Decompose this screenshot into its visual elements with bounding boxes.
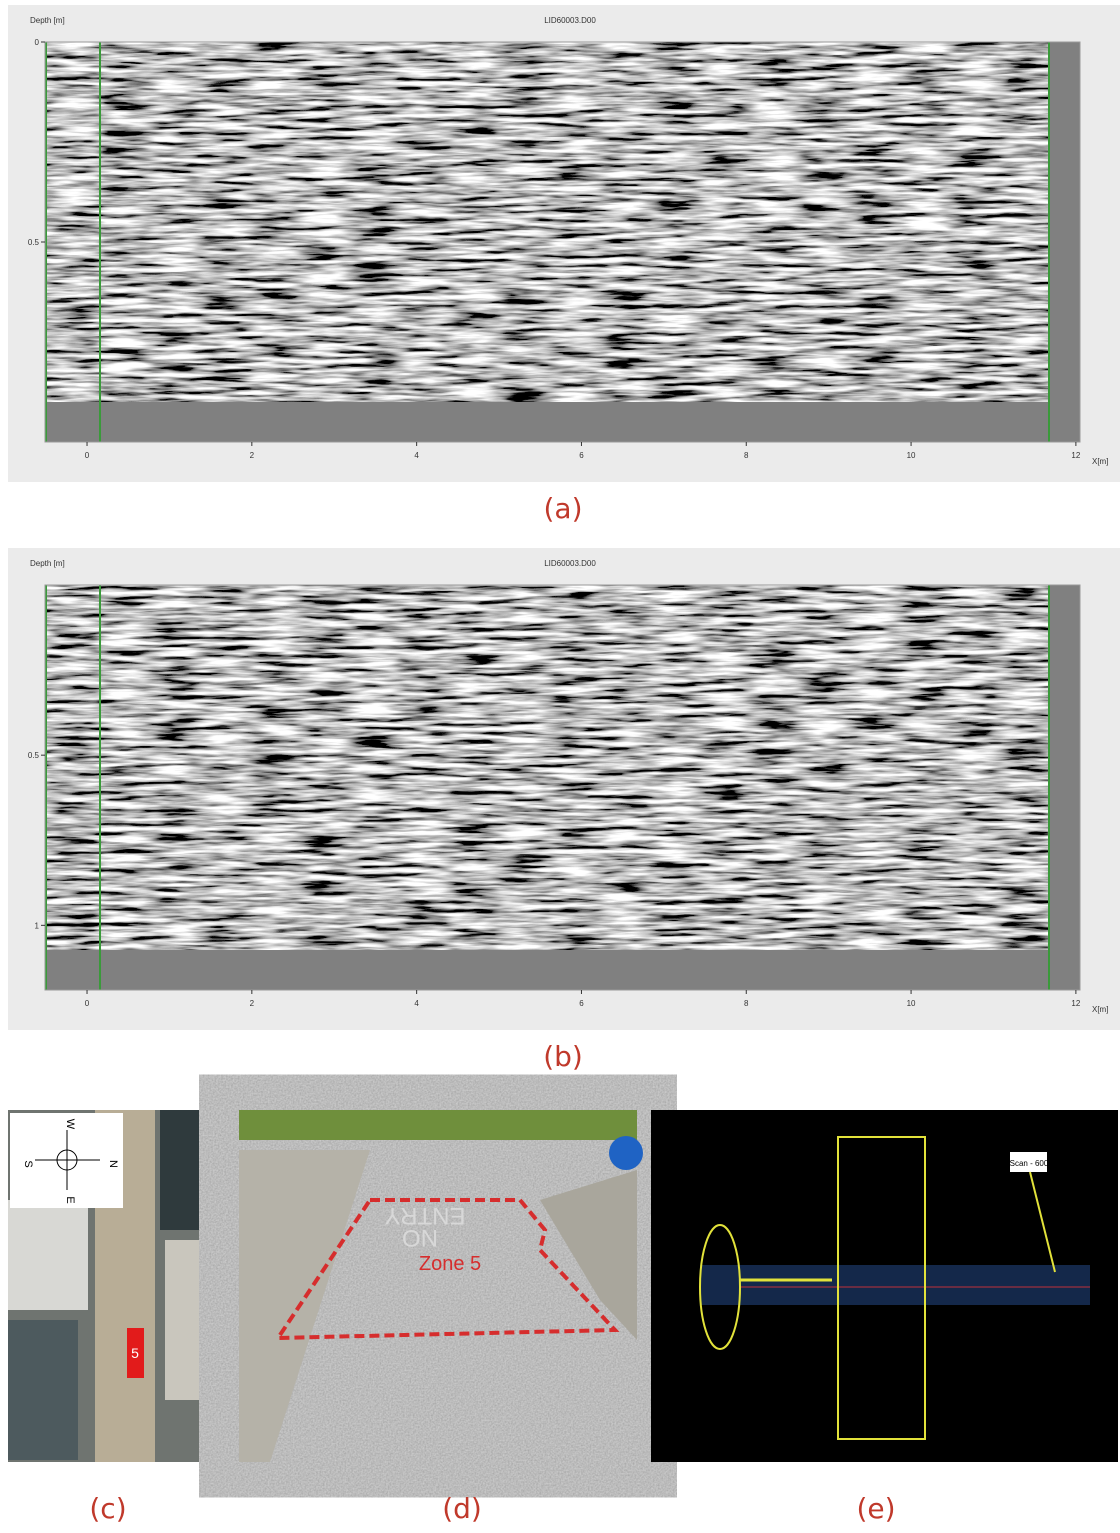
y-tick-label: 0.5 xyxy=(28,238,40,247)
zone-number: 5 xyxy=(131,1345,139,1361)
plot-border xyxy=(44,584,1081,991)
labels: W S N E 5 NO ENTRY Zone 5 L Scan - 6003 … xyxy=(22,1119,1053,1525)
road-text: ENTRY xyxy=(385,1202,466,1229)
file-name: LID60003.D00 xyxy=(544,16,596,25)
depth-label: Depth [m] xyxy=(30,559,65,568)
scan-panel xyxy=(651,1110,1118,1462)
x-tick-label: 10 xyxy=(907,999,916,1008)
x-tick-label: 2 xyxy=(250,999,255,1008)
compass-n: N xyxy=(107,1160,119,1168)
x-tick-label: 10 xyxy=(907,451,916,460)
scan-label: L Scan - 6003 xyxy=(1003,1159,1053,1168)
x-tick-label: 4 xyxy=(414,451,419,460)
x-tick-label: 4 xyxy=(414,999,419,1008)
x-tick-label: 8 xyxy=(744,451,749,460)
x-tick-label: 12 xyxy=(1071,451,1080,460)
x-unit: X[m] xyxy=(1092,1005,1108,1014)
x-tick-label: 8 xyxy=(744,999,749,1008)
compass-e: E xyxy=(64,1196,76,1203)
caption: (d) xyxy=(442,1492,482,1525)
no-data xyxy=(45,950,1080,990)
x-tick-label: 6 xyxy=(579,451,584,460)
no-data xyxy=(45,402,1080,442)
compass-w: W xyxy=(64,1119,76,1130)
photo-panel xyxy=(239,1110,643,1462)
road-text: NO xyxy=(402,1224,438,1251)
y-tick-label: 0.5 xyxy=(28,751,40,760)
no-data xyxy=(1050,42,1080,442)
zone-label: Zone 5 xyxy=(419,1253,481,1275)
radargram xyxy=(45,585,1080,990)
caption: (c) xyxy=(89,1492,126,1525)
map-panel xyxy=(8,1110,233,1462)
x-unit: X[m] xyxy=(1092,457,1108,466)
x-tick-label: 12 xyxy=(1071,999,1080,1008)
y-tick-label: 1 xyxy=(35,921,40,930)
y-tick-label: 0 xyxy=(35,38,40,47)
caption: (e) xyxy=(856,1492,895,1525)
no-data xyxy=(1050,585,1080,990)
radargram xyxy=(45,42,1080,442)
compass-s: S xyxy=(22,1160,34,1167)
x-tick-label: 2 xyxy=(250,451,255,460)
caption: (a) xyxy=(543,492,582,525)
x-tick-label: 0 xyxy=(85,451,90,460)
x-tick-label: 6 xyxy=(579,999,584,1008)
caption: (b) xyxy=(543,1040,583,1073)
depth-label: Depth [m] xyxy=(30,16,65,25)
x-tick-label: 0 xyxy=(85,999,90,1008)
file-name: LID60003.D00 xyxy=(544,559,596,568)
